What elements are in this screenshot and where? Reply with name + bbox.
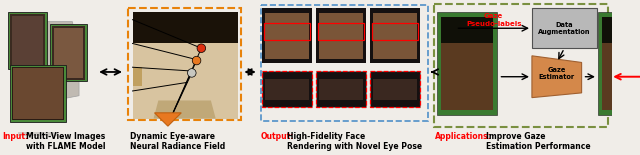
Bar [602,17,640,43]
Text: Pseudo-labels: Pseudo-labels [466,20,522,27]
Bar [373,13,417,59]
Circle shape [192,56,201,65]
Text: Data
Augmentation: Data Augmentation [538,22,591,35]
Polygon shape [154,100,216,119]
Bar [266,13,309,59]
Bar [316,71,365,107]
Bar [435,4,609,127]
Polygon shape [12,67,64,120]
Bar [128,8,241,120]
Bar [260,5,428,121]
Bar [441,17,493,43]
Polygon shape [54,28,83,78]
Text: Gaze
Estimator: Gaze Estimator [539,67,575,80]
Bar [266,79,309,100]
Bar [437,12,497,115]
Polygon shape [13,68,63,120]
Bar [372,22,418,40]
Polygon shape [8,12,47,69]
Bar [262,71,312,107]
Text: Dynamic Eye-aware
Neural Radiance Field: Dynamic Eye-aware Neural Radiance Field [130,132,225,151]
Polygon shape [154,113,181,126]
Polygon shape [132,12,237,119]
Polygon shape [18,132,58,136]
Polygon shape [532,56,582,98]
Circle shape [188,69,196,77]
Polygon shape [29,22,79,103]
Text: Multi-View Images
with FLAME Model: Multi-View Images with FLAME Model [26,132,106,151]
Polygon shape [51,24,86,82]
Text: Output:: Output: [260,132,294,141]
Polygon shape [10,65,66,122]
Bar [319,13,363,59]
Polygon shape [132,12,237,43]
Bar [441,17,493,110]
Bar [602,17,640,110]
Polygon shape [52,26,84,80]
Bar [318,22,364,40]
Text: Input:: Input: [3,132,29,141]
Polygon shape [12,16,43,65]
Bar [598,12,640,115]
Circle shape [197,44,205,53]
Polygon shape [10,14,45,67]
Bar [371,71,420,107]
Text: Gaze: Gaze [484,13,503,19]
Bar [316,8,365,63]
Text: Improve Gaze
Estimation Performance: Improve Gaze Estimation Performance [486,132,591,151]
Polygon shape [132,67,142,86]
Bar [373,79,417,100]
Bar [532,8,597,48]
Text: High-Fidelity Face
Rendering with Novel Eye Pose: High-Fidelity Face Rendering with Novel … [287,132,422,151]
Bar [371,8,420,63]
Bar [264,22,310,40]
Bar [319,79,363,100]
Bar [262,8,312,63]
Text: Applications:: Applications: [435,132,492,141]
